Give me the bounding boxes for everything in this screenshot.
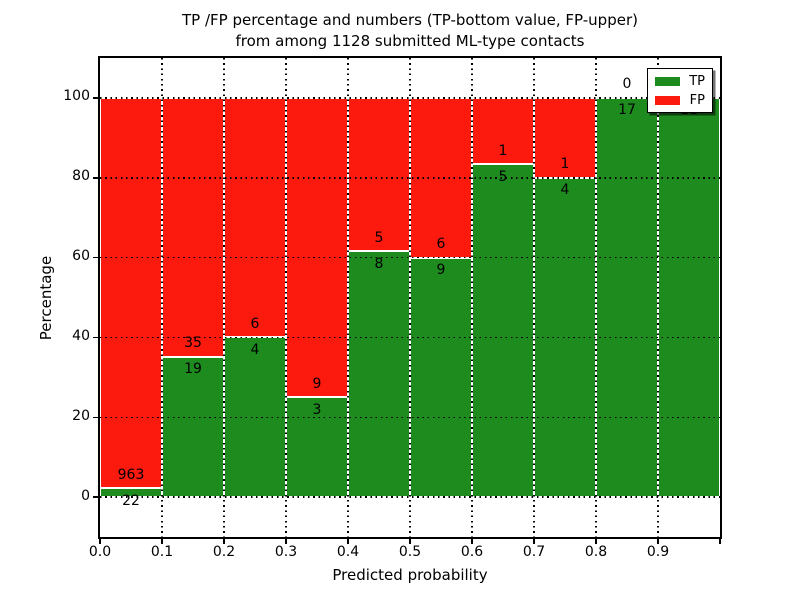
fp-count-label: 6 [436,236,446,253]
y-tick-label: 60 [72,248,90,265]
fp-count-label: 1 [498,142,508,159]
fp-count-label: 963 [117,466,145,483]
legend-item-tp: TP [655,74,705,88]
x-tick-mark [223,539,225,544]
x-tick-mark [657,539,659,544]
legend: TP FP [647,68,713,113]
x-tick-label: 0.1 [150,544,174,560]
gridline-vertical [595,58,597,537]
gridline-horizontal [100,416,720,418]
tp-count-label: 5 [498,168,508,185]
gridline-horizontal [100,496,720,498]
gridline-vertical [657,58,659,537]
x-tick-label: 0.7 [522,544,546,560]
y-tick-mark [93,256,98,259]
y-tick-mark [93,177,98,179]
gridline-vertical [471,58,473,537]
x-tick-mark [595,539,597,544]
x-tick-mark [99,539,101,544]
gridline-vertical [409,58,411,537]
y-tick-mark [93,496,98,498]
gridline-vertical [223,58,225,537]
gridline-horizontal [100,177,720,179]
bar-tp-segment [348,251,410,498]
bar-tp-segment [658,97,720,498]
legend-label-fp: FP [689,92,705,108]
tp-count-label: 22 [122,492,140,509]
y-tick-label: 40 [72,327,90,344]
fp-count-label: 5 [374,229,384,246]
fp-count-label: 1 [560,156,570,173]
fp-count-label: 35 [184,335,202,352]
tp-count-label: 8 [374,255,384,272]
chart-title-line1: TP /FP percentage and numbers (TP-bottom… [182,11,638,29]
bar-fp-segment [348,97,410,252]
fp-count-label: 9 [312,375,322,392]
x-tick-label: 0.2 [212,544,236,560]
tp-count-label: 4 [560,182,570,199]
gridline-vertical [161,58,163,537]
y-tick-label: 80 [72,168,90,185]
chart-title: TP /FP percentage and numbers (TP-bottom… [100,10,720,52]
chart-title-line2: from among 1128 submitted ML-type contac… [235,32,585,50]
bar-fp-segment [224,97,286,338]
tp-count-label: 19 [184,361,202,378]
tp-count-label: 3 [312,401,322,418]
x-tick-label: 0.5 [398,544,422,560]
gridline-vertical [285,58,287,537]
x-tick-mark [285,539,287,544]
bar-fp-segment [534,97,596,178]
tp-count-label: 9 [436,262,446,279]
x-tick-mark [719,539,721,544]
gridline-vertical [347,58,349,537]
y-tick-label: 0 [81,487,90,504]
y-tick-mark [93,416,98,418]
y-tick-mark [93,336,98,339]
tp-count-label: 4 [250,341,260,358]
x-tick-mark [161,539,163,544]
x-tick-label: 0.4 [336,544,360,560]
tp-swatch [655,76,680,86]
bar-fp-segment [286,97,348,398]
x-tick-mark [471,539,473,544]
fp-swatch [655,95,680,105]
x-tick-label: 0.0 [88,544,112,560]
x-axis-label: Predicted probability [332,566,488,584]
bar-tp-segment [596,97,658,498]
x-tick-mark [347,539,349,544]
bar-fp-segment [100,97,162,489]
x-tick-mark [409,539,411,544]
y-tick-label: 20 [72,407,90,424]
gridline-vertical [533,58,535,537]
y-tick-mark [93,97,98,99]
bar-fp-segment [162,97,224,357]
fp-count-label: 6 [250,315,260,332]
y-axis-label: Percentage [37,255,55,341]
legend-item-fp: FP [655,93,705,107]
gridline-horizontal [100,336,720,339]
x-tick-mark [533,539,535,544]
gridline-horizontal [100,97,720,99]
gridline-horizontal [100,256,720,259]
tp-count-label: 17 [618,102,636,119]
x-tick-label: 0.8 [584,544,608,560]
x-tick-label: 0.9 [646,544,670,560]
x-tick-label: 0.3 [274,544,298,560]
legend-label-tp: TP [689,73,705,89]
bar-tp-segment [410,257,472,498]
fp-count-label: 0 [622,76,632,93]
x-tick-label: 0.6 [460,544,484,560]
y-tick-label: 100 [63,88,90,105]
bar-tp-segment [472,164,534,498]
